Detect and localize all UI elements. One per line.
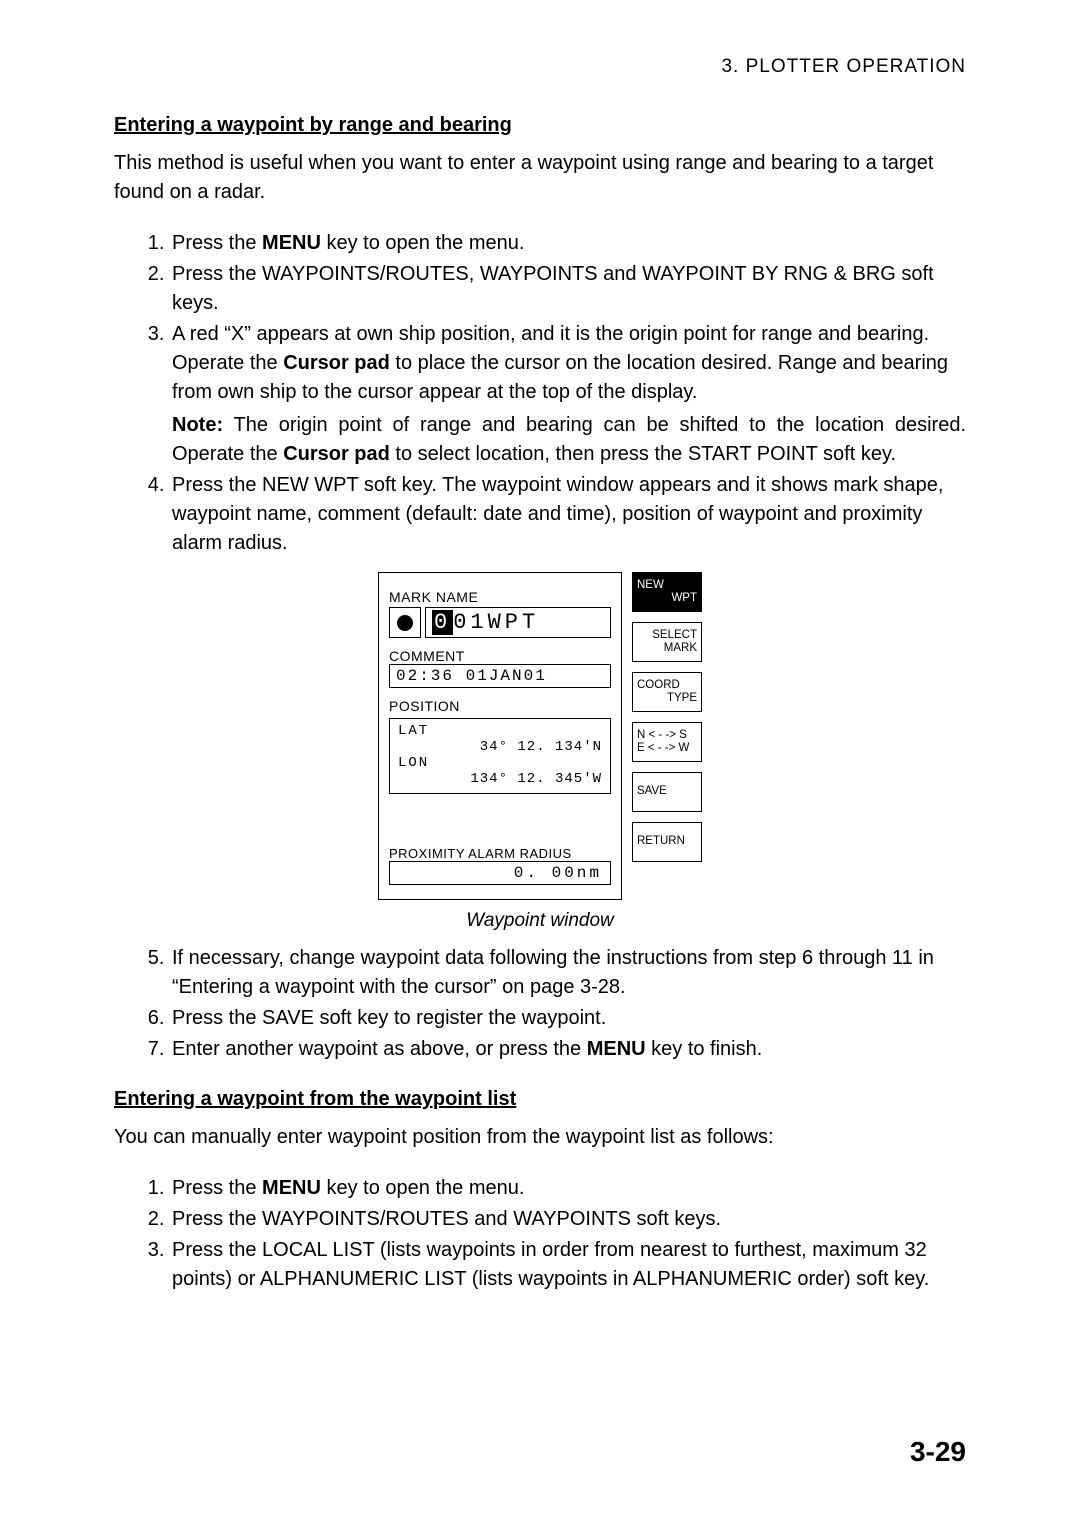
lon-value: 134° 12. 345'W	[398, 771, 602, 787]
section2-heading: Entering a waypoint from the waypoint li…	[114, 1088, 966, 1111]
cursor-pad: Cursor pad	[283, 352, 390, 374]
softkey-new-wpt[interactable]: NEW WPT	[632, 572, 702, 612]
name-rest: 01WPT	[453, 610, 539, 635]
s2-step-2: Press the WAYPOINTS/ROUTES and WAYPOINTS…	[170, 1205, 966, 1234]
waypoint-name-box: 001WPT	[425, 607, 611, 638]
step7-a: Enter another waypoint as above, or pres…	[172, 1038, 587, 1060]
mark-shape-box	[389, 607, 421, 638]
step1-text-a: Press the	[172, 232, 262, 254]
comment-box: 02:36 01JAN01	[389, 664, 611, 688]
section2-steps: Press the MENU key to open the menu. Pre…	[114, 1174, 966, 1294]
menu-key-3: MENU	[262, 1177, 321, 1199]
step-4: Press the NEW WPT soft key. The waypoint…	[170, 471, 966, 558]
step-5: If necessary, change waypoint data follo…	[170, 944, 966, 1002]
cursor-pad-2: Cursor pad	[283, 443, 390, 465]
sk6: RETURN	[637, 835, 697, 848]
name-cursor-char: 0	[432, 610, 453, 635]
sk4-a: N < - -> S	[637, 729, 697, 742]
menu-key-2: MENU	[587, 1038, 646, 1060]
section1-heading: Entering a waypoint by range and bearing	[114, 114, 966, 137]
chapter-header: 3. PLOTTER OPERATION	[114, 56, 966, 78]
step-7: Enter another waypoint as above, or pres…	[170, 1035, 966, 1064]
sk2-a: SELECT	[637, 629, 697, 642]
softkey-ns-ew[interactable]: N < - -> S E < - -> W	[632, 722, 702, 762]
section1-intro: This method is useful when you want to e…	[114, 149, 966, 207]
note-label: Note:	[172, 414, 223, 436]
softkey-return[interactable]: RETURN	[632, 822, 702, 862]
softkey-coord-type[interactable]: COORD TYPE	[632, 672, 702, 712]
waypoint-panel: MARK NAME 001WPT COMMENT 02:36 01JAN01 P…	[378, 572, 622, 900]
name-row: 001WPT	[389, 607, 611, 638]
step1-text-c: key to open the menu.	[321, 232, 524, 254]
s2s1-a: Press the	[172, 1177, 262, 1199]
step-1: Press the MENU key to open the menu.	[170, 229, 966, 258]
softkey-select-mark[interactable]: SELECT MARK	[632, 622, 702, 662]
lon-label: LON	[398, 755, 602, 771]
figure-wrap: MARK NAME 001WPT COMMENT 02:36 01JAN01 P…	[114, 572, 966, 932]
step-6: Press the SAVE soft key to register the …	[170, 1004, 966, 1033]
figure-caption: Waypoint window	[466, 910, 614, 932]
softkey-save[interactable]: SAVE	[632, 772, 702, 812]
waypoint-window-figure: MARK NAME 001WPT COMMENT 02:36 01JAN01 P…	[378, 572, 702, 900]
note-c: to select location, then press the START…	[390, 443, 896, 465]
softkeys-column: NEW WPT SELECT MARK COORD TYPE N < - -> …	[632, 572, 702, 862]
section1b-steps: If necessary, change waypoint data follo…	[114, 944, 966, 1064]
step-3: A red “X” appears at own ship position, …	[170, 320, 966, 469]
step-2: Press the WAYPOINTS/ROUTES, WAYPOINTS an…	[170, 260, 966, 318]
page-number: 3-29	[910, 1436, 966, 1468]
section2-intro: You can manually enter waypoint position…	[114, 1123, 966, 1152]
proximity-label: PROXIMITY ALARM RADIUS	[389, 846, 611, 861]
proximity-box: 0. 00nm	[389, 861, 611, 885]
position-box: LAT 34° 12. 134'N LON 134° 12. 345'W	[389, 718, 611, 794]
lat-label: LAT	[398, 723, 602, 739]
sk4-b: E < - -> W	[637, 742, 697, 755]
menu-key: MENU	[262, 232, 321, 254]
s2s1-c: key to open the menu.	[321, 1177, 524, 1199]
sk2-b: MARK	[637, 642, 697, 655]
mark-name-label: MARK NAME	[389, 589, 611, 605]
sk1-a: NEW	[637, 579, 697, 592]
section1-steps: Press the MENU key to open the menu. Pre…	[114, 229, 966, 558]
sk3-b: TYPE	[637, 692, 697, 705]
step7-c: key to finish.	[646, 1038, 763, 1060]
position-label: POSITION	[389, 698, 611, 714]
mark-dot-icon	[397, 615, 413, 631]
sk3-a: COORD	[637, 679, 697, 692]
step3-note: Note: The origin point of range and bear…	[172, 411, 966, 469]
s2-step-1: Press the MENU key to open the menu.	[170, 1174, 966, 1203]
comment-label: COMMENT	[389, 648, 611, 664]
lat-value: 34° 12. 134'N	[398, 739, 602, 755]
sk1-b: WPT	[637, 592, 697, 605]
sk5: SAVE	[637, 785, 697, 798]
s2-step-3: Press the LOCAL LIST (lists waypoints in…	[170, 1236, 966, 1294]
